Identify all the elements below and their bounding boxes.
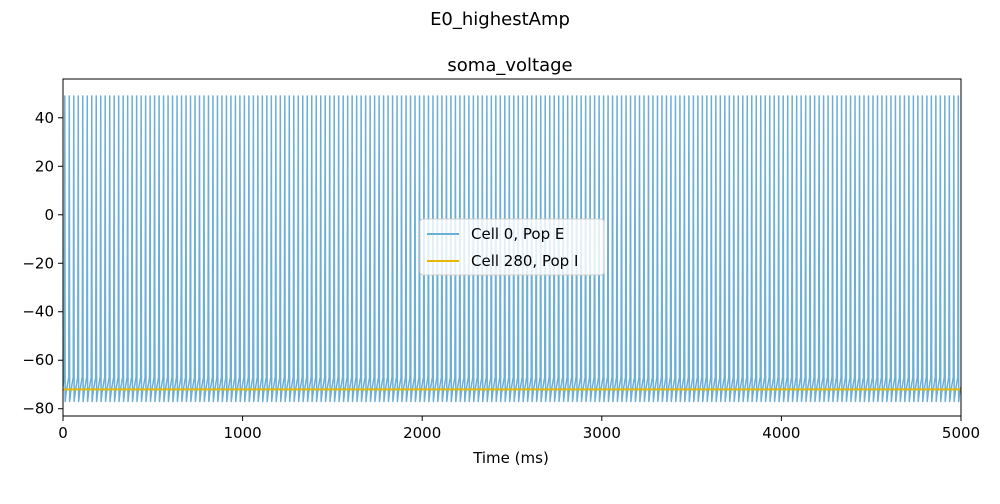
chart-title: soma_voltage xyxy=(447,55,572,76)
y-tick-label: −40 xyxy=(22,303,54,321)
series-line-0 xyxy=(63,95,961,403)
legend-box xyxy=(419,218,605,276)
x-tick-label: 2000 xyxy=(403,424,441,442)
axes: 0 1000 2000 3000 4000 5000 −80 −60 −40 −20 0 20 40 xyxy=(22,78,980,442)
plot-area xyxy=(63,95,961,403)
figure-suptitle: E0_highestAmp xyxy=(430,9,570,30)
y-tick-label: 20 xyxy=(35,157,54,175)
plot-frame xyxy=(62,78,962,417)
x-tick-label: 0 xyxy=(58,424,68,442)
x-axis-label: Time (ms) xyxy=(472,449,549,467)
legend-label: Cell 0, Pop E xyxy=(471,225,564,243)
legend: Cell 0, Pop E Cell 280, Pop I xyxy=(419,218,605,276)
y-tick-label: −60 xyxy=(22,351,54,369)
y-tick-label: −20 xyxy=(22,254,54,272)
y-tick-label: 40 xyxy=(35,109,54,127)
legend-label: Cell 280, Pop I xyxy=(471,252,578,270)
y-tick-label: −80 xyxy=(22,400,54,418)
x-tick-label: 1000 xyxy=(224,424,262,442)
x-tick-label: 4000 xyxy=(762,424,800,442)
y-tick-label: 0 xyxy=(44,206,54,224)
x-tick-label: 3000 xyxy=(583,424,621,442)
x-tick-label: 5000 xyxy=(942,424,980,442)
